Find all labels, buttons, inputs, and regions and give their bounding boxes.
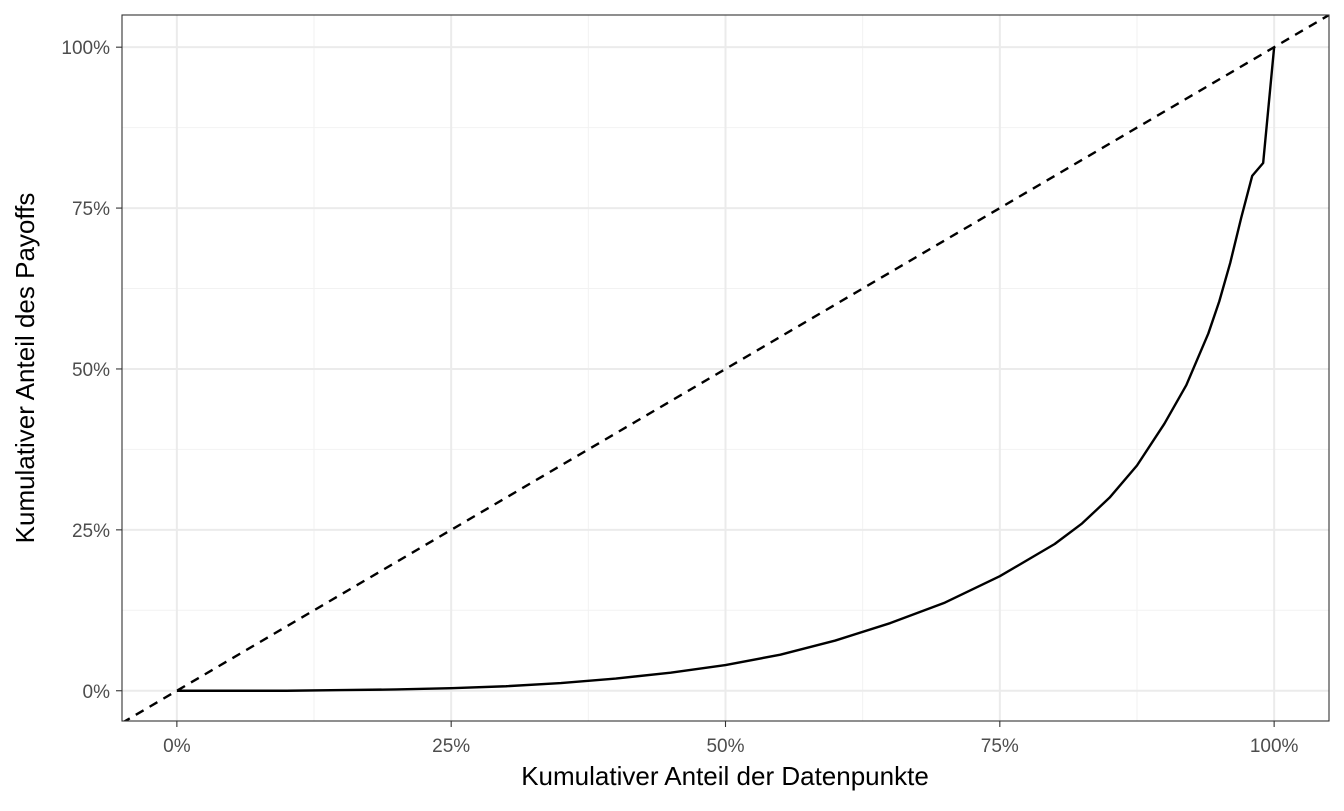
x-axis-title: Kumulativer Anteil der Datenpunkte	[521, 761, 929, 791]
axis-layer: 0% 25% 50% 75% 100% 0% 25% 50% 75% 100%	[61, 38, 1298, 757]
y-tick-label: 100%	[61, 38, 110, 59]
x-tick-label: 25%	[432, 736, 470, 757]
y-tick-label: 75%	[72, 199, 110, 220]
y-tick-label: 0%	[83, 682, 111, 703]
x-tick-label: 0%	[163, 736, 191, 757]
y-tick-label: 25%	[72, 521, 110, 542]
y-tick-label: 50%	[72, 360, 110, 381]
series-layer	[122, 15, 1329, 721]
grid-layer	[122, 15, 1329, 721]
x-tick-label: 75%	[981, 736, 1019, 757]
lorenz-curve	[176, 47, 1276, 692]
x-tick-label: 50%	[706, 736, 744, 757]
x-tick-label: 100%	[1250, 736, 1299, 757]
y-axis-title: Kumulativer Anteil des Payoffs	[10, 193, 40, 544]
